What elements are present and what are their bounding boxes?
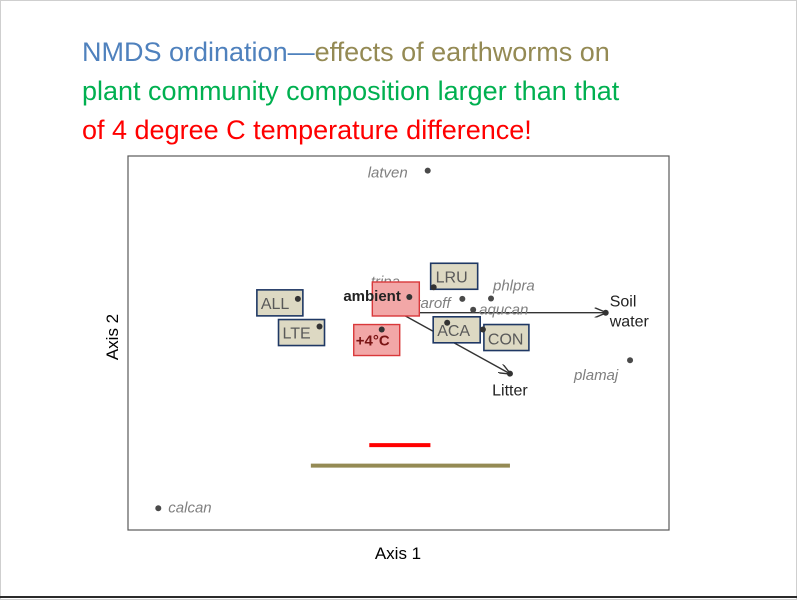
group-point-lte <box>316 323 323 330</box>
title-segment-4: of 4 degree C temperature difference! <box>82 115 532 145</box>
effect-bars <box>310 443 510 468</box>
species-point-latven <box>424 167 431 174</box>
group-label-all: ALL <box>261 296 290 313</box>
vector-label-soil-water: Soil water <box>609 294 650 331</box>
title-segment-2: effects of earthworms on <box>314 37 610 67</box>
vector-end-litter <box>506 370 513 377</box>
group-box-aca <box>432 316 481 344</box>
group-box-lte <box>277 318 326 347</box>
title-segment-1: NMDS ordination— <box>82 37 315 67</box>
title-segment-3: plant community composition larger than … <box>82 76 620 106</box>
group-box-con <box>483 323 530 352</box>
group-point-aca <box>444 319 451 326</box>
group-label-plus-4deg-c: +4°C <box>356 333 390 350</box>
species-label-latven: latven <box>368 165 408 182</box>
group-label-ambient: ambient <box>343 288 401 305</box>
group-box-lru <box>429 262 479 291</box>
species-point-phlpra <box>488 295 495 302</box>
title-line-3: of 4 degree C temperature difference! <box>82 111 782 150</box>
bottom-rule <box>0 596 797 598</box>
vector-label-litter: Litter <box>492 383 528 400</box>
species-point-plamaj <box>627 357 634 364</box>
x-axis-label: Axis 1 <box>375 544 421 563</box>
title-line-1: NMDS ordination—effects of earthworms on <box>82 33 782 72</box>
species-label-plamaj: plamaj <box>573 367 619 384</box>
vector-end-soil-water <box>602 309 609 316</box>
species-point-aqucan <box>470 306 477 313</box>
species-point-taroff <box>459 295 466 302</box>
group-box-plus-4deg-c <box>353 323 401 357</box>
group-point-con <box>479 326 486 333</box>
species-label-phlpra: phlpra <box>492 277 535 294</box>
group-label-lru: LRU <box>436 269 468 286</box>
species-point-calcan <box>155 505 162 512</box>
group-label-aca: ACA <box>437 323 470 340</box>
group-label-lte: LTE <box>283 326 311 343</box>
species-label-calcan: calcan <box>168 499 211 516</box>
treatment-groups: LRU ALL LTE ACA CON ambient +4°C <box>256 262 530 357</box>
group-point-plus-4deg-c <box>378 326 385 333</box>
title-line-2: plant community composition larger than … <box>82 72 782 111</box>
group-point-all <box>294 295 301 302</box>
species-label-taroff: taroff <box>416 295 452 312</box>
group-label-con: CON <box>488 332 524 349</box>
slide-title: NMDS ordination—effects of earthworms on… <box>82 33 782 150</box>
y-axis-label: Axis 2 <box>103 314 122 360</box>
group-point-lru <box>430 284 437 291</box>
group-point-ambient <box>406 293 413 300</box>
species-label-aqucan: aqucan <box>479 302 528 319</box>
group-box-all <box>256 289 304 317</box>
